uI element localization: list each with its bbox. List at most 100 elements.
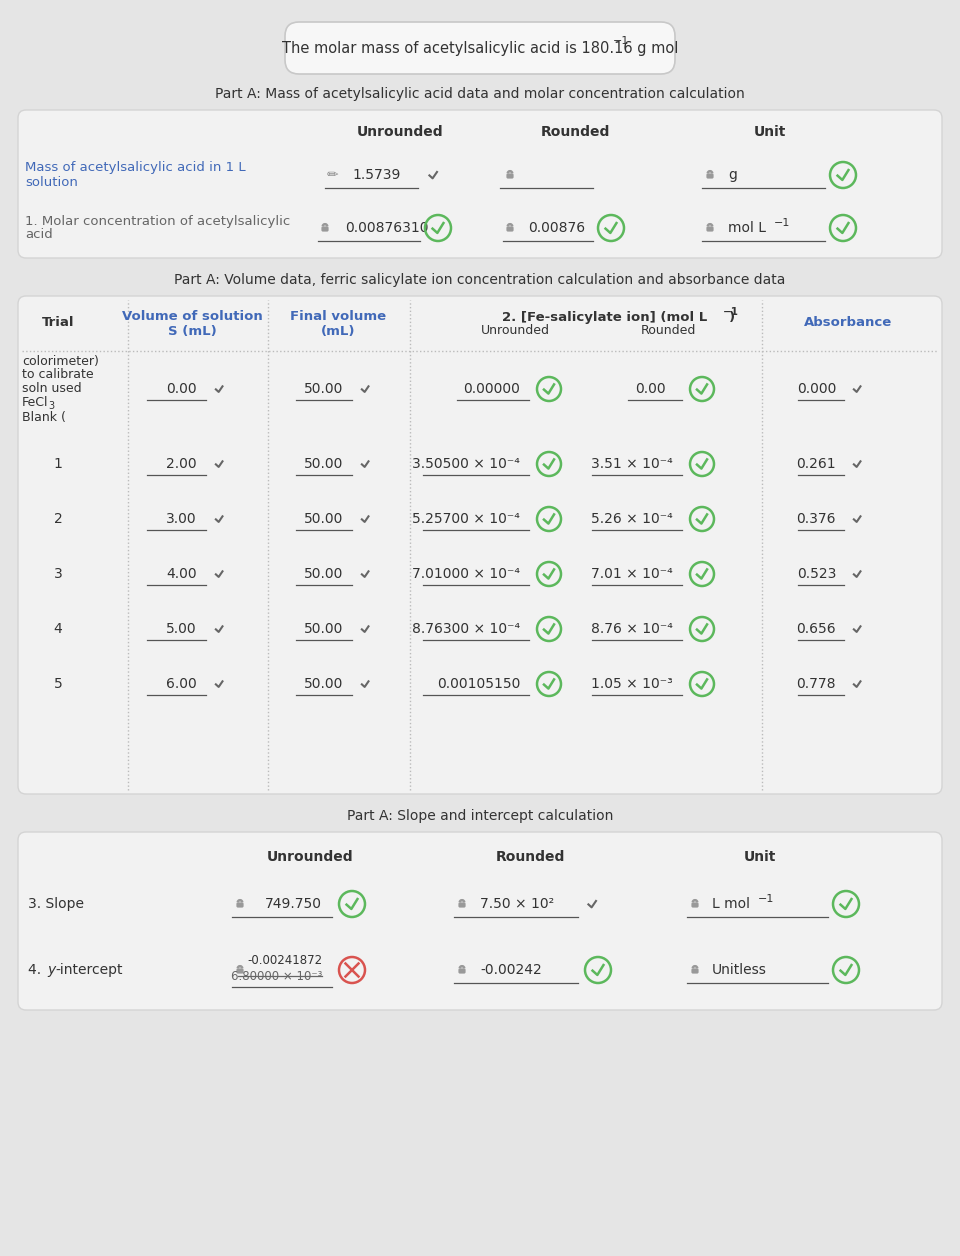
Text: Rounded: Rounded <box>540 126 610 139</box>
Text: 2: 2 <box>54 512 62 526</box>
Text: Unitless: Unitless <box>712 963 767 977</box>
Text: Absorbance: Absorbance <box>804 317 892 329</box>
Text: 50.00: 50.00 <box>303 566 343 582</box>
Text: 0.523: 0.523 <box>797 566 836 582</box>
Text: Final volume: Final volume <box>290 310 386 324</box>
FancyBboxPatch shape <box>707 173 713 178</box>
Text: 4.00: 4.00 <box>166 566 197 582</box>
FancyBboxPatch shape <box>236 902 244 908</box>
Text: 50.00: 50.00 <box>303 677 343 691</box>
Text: 3.51 × 10⁻⁴: 3.51 × 10⁻⁴ <box>591 457 673 471</box>
Text: 5.26 × 10⁻⁴: 5.26 × 10⁻⁴ <box>591 512 673 526</box>
Text: Trial: Trial <box>41 317 74 329</box>
Text: 0.778: 0.778 <box>797 677 836 691</box>
Text: 3: 3 <box>48 401 54 411</box>
Text: 50.00: 50.00 <box>303 382 343 396</box>
Text: Rounded: Rounded <box>495 850 564 864</box>
Text: 0.00105150: 0.00105150 <box>437 677 520 691</box>
Text: ✏: ✏ <box>326 168 338 182</box>
FancyBboxPatch shape <box>691 902 699 908</box>
FancyBboxPatch shape <box>18 831 942 1010</box>
Text: 7.50 × 10²: 7.50 × 10² <box>480 897 554 911</box>
Text: −1: −1 <box>758 894 775 904</box>
FancyBboxPatch shape <box>236 968 244 973</box>
FancyBboxPatch shape <box>285 23 675 74</box>
Text: 3.00: 3.00 <box>166 512 197 526</box>
Text: -intercept: -intercept <box>55 963 123 977</box>
Text: 1. Molar concentration of acetylsalicylic: 1. Molar concentration of acetylsalicyli… <box>25 215 290 227</box>
Text: 4.: 4. <box>28 963 45 977</box>
Text: -0.00242: -0.00242 <box>480 963 541 977</box>
Text: 5: 5 <box>54 677 62 691</box>
Text: 2. [Fe-salicylate ion] (mol L: 2. [Fe-salicylate ion] (mol L <box>502 310 708 324</box>
Text: L mol: L mol <box>712 897 750 911</box>
Text: Rounded: Rounded <box>640 324 696 338</box>
Text: -0.00241872: -0.00241872 <box>247 955 322 967</box>
Text: 7.01000 × 10⁻⁴: 7.01000 × 10⁻⁴ <box>412 566 520 582</box>
Text: Unrounded: Unrounded <box>481 324 549 338</box>
FancyBboxPatch shape <box>507 173 514 178</box>
Text: 0.00876: 0.00876 <box>528 221 586 235</box>
Text: 4: 4 <box>54 622 62 636</box>
Text: ): ) <box>729 310 734 324</box>
Text: 749.750: 749.750 <box>265 897 322 911</box>
Text: 6.80000 × 10⁻³: 6.80000 × 10⁻³ <box>230 970 322 982</box>
Text: mol L: mol L <box>728 221 766 235</box>
Text: colorimeter): colorimeter) <box>22 354 99 368</box>
Text: 2.00: 2.00 <box>166 457 197 471</box>
Text: Blank (: Blank ( <box>22 411 66 423</box>
Text: acid: acid <box>25 229 53 241</box>
Text: 0.376: 0.376 <box>797 512 836 526</box>
Text: 50.00: 50.00 <box>303 457 343 471</box>
Text: 5.25700 × 10⁻⁴: 5.25700 × 10⁻⁴ <box>412 512 520 526</box>
Text: −1: −1 <box>612 36 629 46</box>
Text: 0.000: 0.000 <box>797 382 836 396</box>
FancyBboxPatch shape <box>691 968 699 973</box>
Text: to calibrate: to calibrate <box>22 368 94 382</box>
Text: Mass of acetylsalicylic acid in 1 ​L: Mass of acetylsalicylic acid in 1 ​L <box>25 161 246 173</box>
Text: Part A: Slope and intercept calculation: Part A: Slope and intercept calculation <box>347 809 613 823</box>
Text: 0.656: 0.656 <box>797 622 836 636</box>
Text: Unit: Unit <box>744 850 777 864</box>
FancyBboxPatch shape <box>18 296 942 794</box>
Text: FeCl: FeCl <box>22 397 49 409</box>
Text: 8.76300 × 10⁻⁴: 8.76300 × 10⁻⁴ <box>412 622 520 636</box>
FancyBboxPatch shape <box>507 226 514 231</box>
Text: −1: −1 <box>774 219 790 229</box>
Text: y: y <box>47 963 56 977</box>
Text: Part A: Volume data, ferric salicylate ion concentration calculation and absorba: Part A: Volume data, ferric salicylate i… <box>175 273 785 288</box>
Text: 6.00: 6.00 <box>166 677 197 691</box>
Text: Unrounded: Unrounded <box>267 850 353 864</box>
Text: 0.00: 0.00 <box>636 382 666 396</box>
Text: 3.50500 × 10⁻⁴: 3.50500 × 10⁻⁴ <box>412 457 520 471</box>
FancyBboxPatch shape <box>707 226 713 231</box>
Text: solution: solution <box>25 177 78 190</box>
FancyBboxPatch shape <box>322 226 328 231</box>
Text: 5.00: 5.00 <box>166 622 197 636</box>
Text: 0.261: 0.261 <box>797 457 836 471</box>
Text: 3. Slope: 3. Slope <box>28 897 84 911</box>
Text: 3: 3 <box>54 566 62 582</box>
Text: 0.00: 0.00 <box>166 382 197 396</box>
Text: 1: 1 <box>54 457 62 471</box>
Text: Unrounded: Unrounded <box>357 126 444 139</box>
Text: Unit: Unit <box>754 126 786 139</box>
Text: 1.05 × 10⁻³: 1.05 × 10⁻³ <box>591 677 673 691</box>
Text: (mL): (mL) <box>321 324 355 338</box>
Text: g: g <box>728 168 737 182</box>
Text: 7.01 × 10⁻⁴: 7.01 × 10⁻⁴ <box>591 566 673 582</box>
Text: The molar mass of acetylsalicylic acid is 180.16 g mol: The molar mass of acetylsalicylic acid i… <box>282 40 678 55</box>
Text: 50.00: 50.00 <box>303 512 343 526</box>
Text: −1: −1 <box>723 306 738 317</box>
Text: Part A: Mass of acetylsalicylic acid data and molar concentration calculation: Part A: Mass of acetylsalicylic acid dat… <box>215 87 745 100</box>
Text: 1.5739: 1.5739 <box>352 168 400 182</box>
Text: 8.76 × 10⁻⁴: 8.76 × 10⁻⁴ <box>591 622 673 636</box>
Text: 50.00: 50.00 <box>303 622 343 636</box>
FancyBboxPatch shape <box>459 968 466 973</box>
Text: S (mL): S (mL) <box>168 324 216 338</box>
Text: soln used: soln used <box>22 383 82 396</box>
Text: Volume of solution: Volume of solution <box>122 310 262 324</box>
FancyBboxPatch shape <box>18 111 942 257</box>
FancyBboxPatch shape <box>459 902 466 908</box>
Text: 0.00000: 0.00000 <box>463 382 520 396</box>
